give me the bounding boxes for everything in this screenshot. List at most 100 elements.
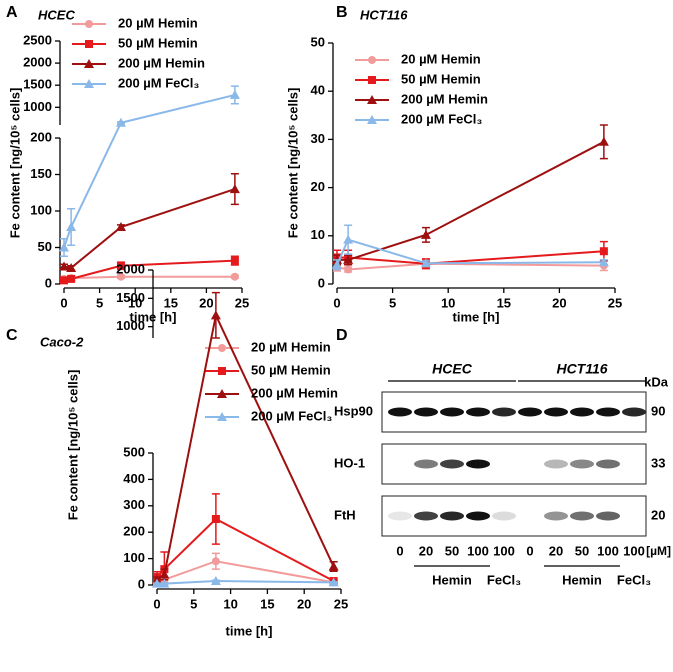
legend-marker [367, 95, 377, 104]
size-label: 33 [651, 455, 665, 470]
data-point [328, 577, 339, 587]
legend-marker [85, 40, 93, 48]
y-tick-label: 200 [30, 129, 52, 144]
y-tick-label: 1000 [23, 99, 52, 114]
lane-label: 20 [549, 543, 563, 558]
data-point [159, 578, 170, 588]
x-tick-label: 20 [552, 295, 566, 310]
data-point [344, 265, 353, 274]
x-axis-label: time [h] [453, 309, 500, 324]
series-line [337, 140, 605, 261]
y-tick-label: 1500 [23, 77, 52, 92]
data-point [420, 229, 431, 239]
y-tick-label: 400 [123, 471, 145, 486]
x-tick-label: 10 [441, 295, 455, 310]
y-axis-label: Fe content [ng/10⁵ cells] [7, 88, 22, 239]
series-line [336, 238, 604, 266]
lane-label: 20 [419, 543, 433, 558]
legend-marker [218, 367, 226, 375]
x-tick-label: 0 [153, 596, 160, 611]
band [388, 407, 412, 417]
x-tick-label: 15 [260, 596, 274, 611]
row-label: HO-1 [334, 455, 365, 470]
data-point [211, 557, 220, 566]
chart-title: HCEC [38, 7, 75, 22]
x-tick-label: 0 [333, 295, 340, 310]
legend-marker [368, 76, 376, 84]
data-point [210, 310, 221, 320]
size-label: 20 [651, 507, 665, 522]
group-label: HCEC [432, 361, 473, 377]
band [440, 511, 464, 521]
y-tick-label: 20 [311, 179, 325, 194]
lane-label: 50 [445, 543, 459, 558]
data-point [116, 261, 125, 270]
y-tick-label: 2000 [116, 261, 145, 276]
band [440, 407, 464, 417]
data-point [598, 257, 609, 267]
treatment-label: FeCl₃ [487, 572, 521, 587]
panel-letter: C [6, 327, 18, 344]
band [440, 459, 464, 469]
band [388, 511, 412, 521]
legend-marker [217, 389, 227, 398]
x-tick-label: 15 [164, 295, 178, 310]
legend-label: 20 µM Hemin [251, 339, 331, 354]
row-label: Hsp90 [334, 403, 373, 418]
y-tick-label: 1000 [116, 318, 145, 333]
y-tick-label: 300 [123, 497, 145, 512]
legend-label: 50 µM Hemin [251, 362, 331, 377]
y-tick-label: 0 [45, 275, 52, 290]
legend-label: 200 µM Hemin [251, 385, 338, 400]
treatment-label: Hemin [432, 572, 472, 587]
series-line [336, 262, 604, 271]
x-tick-label: 5 [389, 295, 396, 310]
legend-marker [84, 59, 94, 68]
data-point [60, 276, 68, 285]
legend-label: 50 µM Hemin [118, 35, 198, 50]
data-point [230, 272, 239, 281]
series-line [63, 93, 236, 248]
chart-title: Caco-2 [40, 334, 84, 349]
x-tick-label: 0 [60, 295, 67, 310]
legend-label: 50 µM Hemin [401, 71, 481, 86]
band [596, 511, 620, 521]
band [544, 511, 568, 521]
x-tick-label: 20 [199, 295, 213, 310]
band [622, 407, 646, 417]
data-point [229, 89, 240, 99]
treatment-label: Hemin [562, 572, 602, 587]
band [570, 459, 594, 469]
data-point [66, 262, 77, 272]
data-point [332, 259, 342, 269]
data-point [152, 578, 162, 588]
data-point [343, 234, 354, 244]
data-point [420, 258, 431, 268]
data-point [115, 222, 126, 232]
y-tick-label: 0 [138, 576, 145, 591]
series-line [63, 188, 236, 270]
panel-letter: A [6, 4, 18, 21]
band [570, 511, 594, 521]
legend-label: 20 µM Hemin [118, 15, 198, 30]
data-point [328, 561, 339, 571]
band [414, 407, 438, 417]
y-tick-label: 2500 [23, 32, 52, 47]
x-tick-label: 20 [297, 596, 311, 611]
conc-unit: [µM] [646, 544, 671, 558]
y-tick-label: 500 [123, 444, 145, 459]
y-tick-label: 100 [30, 202, 52, 217]
band [570, 407, 594, 417]
band [414, 511, 438, 521]
band [466, 511, 490, 521]
legend-marker [218, 344, 226, 352]
data-point [598, 136, 609, 146]
x-axis-label: time [h] [226, 623, 273, 638]
data-point [229, 184, 240, 194]
unit-label: kDa [644, 374, 669, 389]
band [466, 459, 490, 469]
data-point [343, 254, 354, 264]
y-tick-label: 40 [311, 83, 325, 98]
band [492, 511, 516, 521]
